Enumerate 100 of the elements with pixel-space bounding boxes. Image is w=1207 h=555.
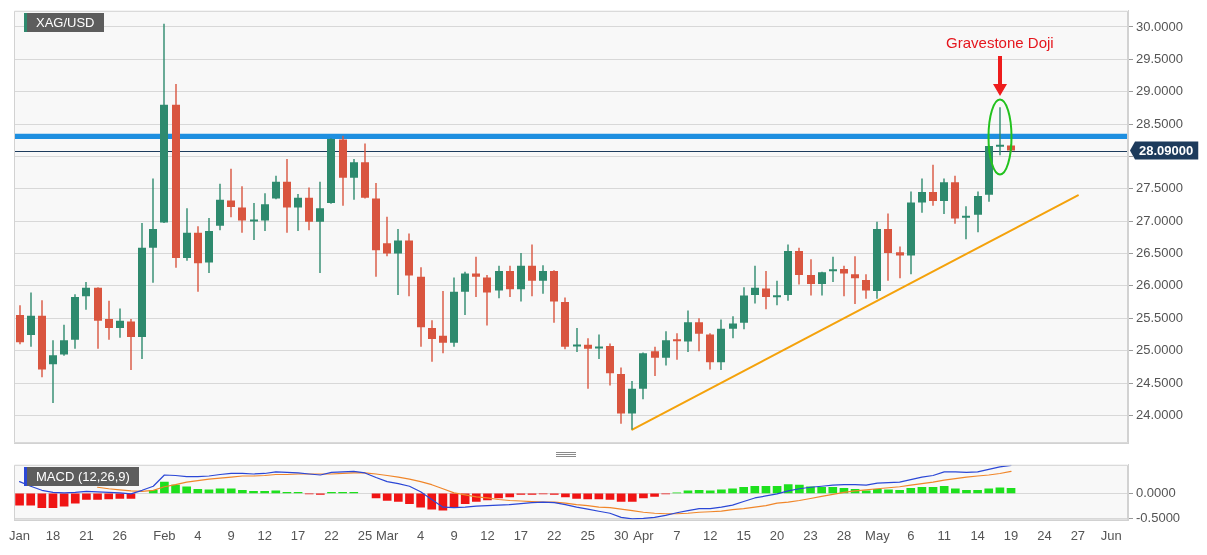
candlestick [105,300,113,340]
candlestick [584,338,592,389]
candlestick [684,310,692,352]
bar [82,493,91,500]
x-tick-label: 22 [547,527,562,543]
candlestick [896,246,904,279]
candlestick [383,216,391,257]
x-tick-label: Feb [153,527,176,543]
x-tick-label: 15 [736,527,751,543]
bar [70,493,80,504]
candlestick [762,271,770,310]
candlestick [550,270,558,323]
bar [939,485,949,494]
x-tick-label: 11 [937,527,951,543]
candlestick [149,178,157,283]
ref-line-label: 28.09000 [1139,143,1194,159]
candlestick [261,193,269,231]
candlestick [751,265,759,304]
bar [215,488,225,494]
x-tick-label: 22 [324,527,339,543]
y-tick-label: 26.0000 [1136,277,1183,293]
candlestick [127,318,135,371]
candlestick [94,287,102,349]
x-tick-label: 9 [450,527,458,543]
bar [382,493,392,501]
x-tick-label: 12 [480,527,495,543]
x-tick-label: 30 [613,527,629,543]
candlestick [227,168,235,218]
x-tick-label: 17 [290,527,306,543]
candlestick [884,213,892,281]
candlestick [339,135,347,206]
x-tick-label: 12 [257,527,272,543]
x-tick-label: 4 [416,527,425,543]
bar [973,489,982,494]
candlestick [940,178,948,215]
y-tick-label: 26.5000 [1136,245,1183,261]
candlestick [818,271,826,296]
candlestick [316,181,324,273]
bar [951,488,960,494]
y-tick-label: 0.0000 [1136,484,1176,500]
bar [182,486,191,494]
candlestick [361,143,369,199]
candlestick [628,381,636,430]
x-tick-label: 20 [769,527,785,543]
candlestick [294,193,302,231]
bar [26,493,36,506]
candlestick [60,324,68,356]
x-tick-label: 25 [357,527,373,543]
bar [572,493,581,499]
bar [906,487,916,494]
bar [427,493,437,510]
x-tick-label: 14 [970,527,985,543]
bar [394,493,403,502]
bar [104,493,114,500]
bar [717,489,726,494]
candlestick [428,320,436,362]
x-tick-label: Mar [375,527,400,543]
x-tick-label: 21 [79,527,94,543]
y-tick-label: 25.0000 [1136,342,1183,358]
candlestick [573,327,581,352]
x-tick-label: 23 [803,527,818,543]
bar [828,486,838,494]
candlestick [350,159,358,200]
bar [962,489,971,494]
bar [817,486,826,494]
candlestick [250,203,258,240]
candlestick [216,183,224,231]
y-tick-label: 24.5000 [1136,374,1183,390]
candlestick [283,159,291,233]
bar [895,489,904,494]
candlestick [205,217,213,273]
bar [238,489,247,494]
y-tick-label: 29.0000 [1136,83,1183,99]
bar [728,488,737,494]
chart-title: XAG/USD [24,12,104,32]
bar [705,490,715,494]
annotation: Gravestone Doji [946,34,1054,52]
candlestick [183,208,191,261]
x-tick-label: 24 [1037,527,1052,543]
candlestick [851,256,859,305]
candlestick [405,233,413,297]
y-tick-label: 30.0000 [1136,18,1183,34]
candlestick [807,259,815,296]
candlestick [673,333,681,360]
x-tick-label: May [865,527,891,543]
x-tick-label: 26 [112,527,128,543]
x-tick-label: Jan [9,527,31,543]
candlestick [238,186,246,233]
candlestick [773,280,781,306]
candlestick [394,228,402,295]
bar [271,490,281,494]
y-tick-label: 29.5000 [1136,50,1183,66]
candlestick [695,318,703,352]
x-tick-label: 28 [836,527,852,543]
bar [683,490,693,494]
candlestick [918,178,926,213]
candlestick [651,346,659,376]
bar [583,493,593,500]
x-tick-label: Jun [1100,527,1122,543]
x-tick-label: 4 [194,527,202,543]
